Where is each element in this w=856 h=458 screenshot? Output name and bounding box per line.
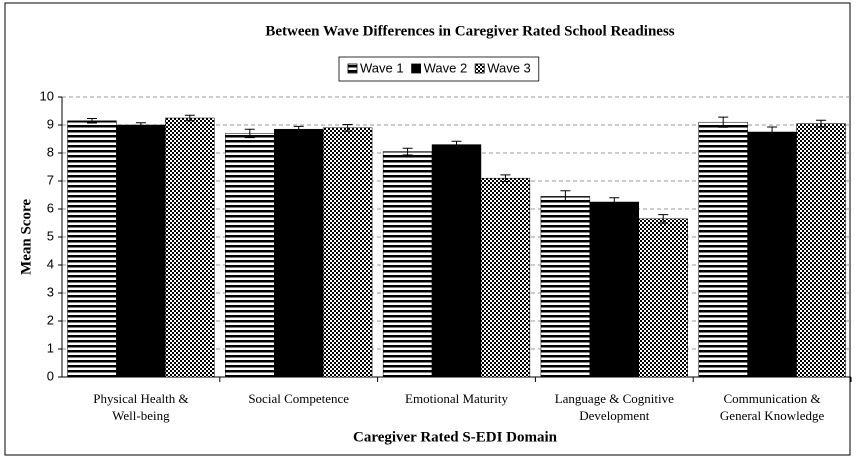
bar (116, 124, 166, 378)
legend-swatch (411, 63, 421, 74)
legend-label: Wave 3 (487, 60, 531, 75)
error-bar (816, 119, 827, 128)
y-tick-label: 5 (47, 228, 54, 243)
bar (165, 117, 215, 378)
y-axis-title: Mean Score (18, 199, 34, 275)
x-tick-label: General Knowledge (720, 408, 825, 423)
error-bar (244, 128, 255, 139)
x-tick-label: Language & Cognitive (555, 391, 674, 406)
legend-swatch (474, 63, 485, 74)
bar (480, 177, 531, 378)
x-tick-label: Emotional Maturity (405, 391, 508, 406)
error-bar (342, 123, 353, 132)
bar (431, 144, 482, 378)
error-bar (86, 118, 97, 124)
error-bar (402, 147, 413, 156)
error-bar (718, 116, 729, 128)
y-tick-label: 1 (47, 340, 54, 355)
y-tick-label: 4 (47, 256, 54, 271)
bar (225, 133, 275, 378)
bar (273, 128, 324, 378)
legend-label: Wave 2 (424, 60, 468, 75)
y-tick-label: 2 (47, 312, 54, 327)
bar (67, 120, 117, 378)
legend-label: Wave 1 (360, 60, 404, 75)
y-tick-label: 9 (47, 116, 54, 131)
y-tick-label: 0 (47, 368, 54, 383)
error-bar (451, 140, 462, 149)
y-tick-label: 3 (47, 284, 54, 299)
bar (638, 218, 688, 378)
y-tick-label: 6 (47, 200, 54, 215)
error-bar (658, 214, 669, 224)
error-bar (184, 114, 195, 122)
x-tick-label: Physical Health & (93, 391, 188, 406)
x-tick-label: Development (579, 408, 649, 423)
legend-box (338, 56, 540, 82)
bar (747, 131, 797, 378)
bar (698, 121, 748, 378)
error-bar (500, 174, 511, 183)
chart-border (4, 2, 851, 456)
x-axis-title: Caregiver Rated S-EDI Domain (353, 429, 558, 445)
y-tick-label: 10 (40, 88, 54, 103)
legend: Wave 1 Wave 2 Wave 3 (338, 56, 540, 82)
bar (382, 151, 433, 378)
bar (540, 196, 591, 378)
x-tick-label: Social Competence (248, 391, 349, 406)
y-tick-label: 8 (47, 144, 54, 159)
bar (322, 127, 373, 378)
error-bar (293, 125, 304, 133)
error-bar (609, 197, 620, 207)
error-bar (135, 122, 146, 128)
x-tick-label: Communication & (724, 391, 821, 406)
bar (589, 201, 640, 378)
legend-swatch (347, 63, 358, 74)
x-tick-label: Well-being (112, 408, 170, 423)
bar (796, 123, 846, 378)
y-tick-label: 7 (47, 172, 54, 187)
chart-title: Between Wave Differences in Caregiver Ra… (265, 23, 674, 39)
error-bar (767, 126, 778, 138)
error-bar (560, 190, 571, 203)
